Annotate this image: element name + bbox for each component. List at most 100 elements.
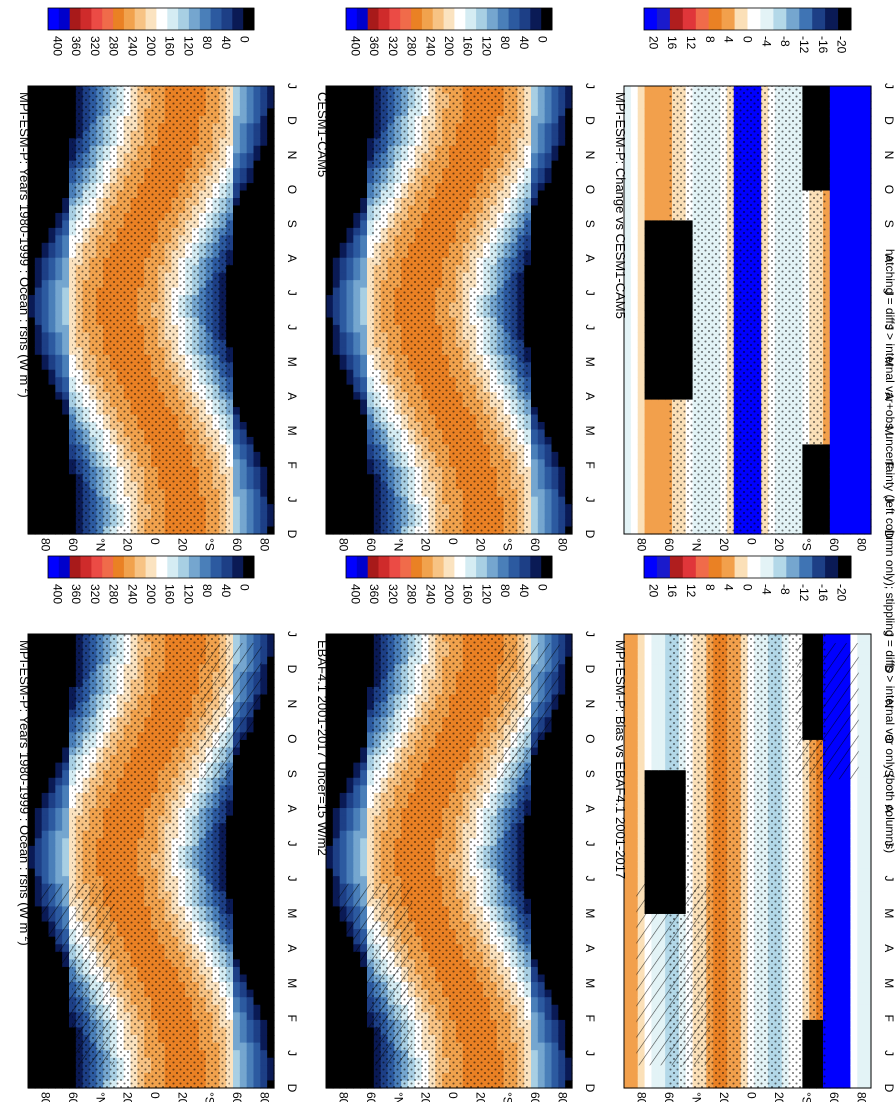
heatmap-cell	[551, 138, 559, 147]
heatmap-cell	[28, 93, 36, 102]
heatmap-cell	[233, 227, 241, 236]
heatmap-cell	[565, 257, 573, 266]
heatmap-cell	[346, 220, 354, 229]
heatmap-cell	[644, 153, 653, 162]
heatmap-cell	[565, 354, 573, 363]
heatmap-cell	[531, 160, 539, 169]
heatmap-cell	[34, 369, 43, 378]
heatmap-cell	[624, 436, 632, 445]
heatmap-cell	[326, 526, 334, 535]
heatmap-cell	[41, 93, 50, 102]
heatmap-cell	[346, 526, 354, 535]
heatmap-cell	[28, 369, 36, 378]
heatmap-cell	[34, 324, 43, 333]
heatmap-cell	[260, 100, 268, 109]
heatmap-cell	[551, 227, 559, 236]
heatmap-cell	[558, 123, 566, 132]
heatmap-cell	[558, 160, 566, 169]
heatmap-cell	[41, 227, 50, 236]
heatmap-cell	[630, 451, 639, 460]
heatmap-cell	[644, 183, 653, 192]
heatmap-cell	[267, 272, 275, 281]
heatmap-cell	[651, 183, 659, 192]
heatmap-cell	[339, 324, 348, 333]
heatmap-cell	[537, 317, 546, 326]
heatmap-cell	[360, 108, 368, 117]
heatmap-cell	[239, 511, 248, 520]
heatmap-cell	[34, 220, 43, 229]
heatmap-cell	[624, 466, 632, 475]
heatmap-cell	[637, 511, 646, 520]
heatmap-cell	[658, 295, 666, 304]
heatmap-cell	[226, 429, 234, 438]
heatmap-cell	[644, 422, 653, 431]
heatmap-cell	[624, 168, 632, 177]
heatmap-cell	[346, 429, 354, 438]
month-tick-label: M	[583, 426, 597, 436]
heatmap-cell	[565, 86, 573, 95]
heatmap-cell	[544, 227, 553, 236]
heatmap-cell	[41, 175, 50, 184]
heatmap-cell	[326, 317, 334, 326]
colorbar-swatch	[167, 8, 179, 30]
heatmap-cell	[226, 242, 234, 251]
heatmap-cell	[239, 250, 248, 259]
heatmap-cell	[226, 265, 234, 274]
heatmap-cell	[651, 93, 659, 102]
month-tick-label: N	[285, 151, 299, 160]
heatmap-cell	[531, 227, 539, 236]
heatmap-cell	[644, 504, 653, 513]
colorbar-swatch	[232, 8, 244, 30]
heatmap-cell	[565, 160, 573, 169]
heatmap-cell	[531, 250, 539, 259]
heatmap-cell	[233, 198, 241, 207]
heatmap-cell	[260, 183, 268, 192]
heatmap-cell	[644, 384, 653, 393]
heatmap-cell	[41, 511, 50, 520]
heatmap-cell	[360, 429, 368, 438]
heatmap-cell	[246, 324, 255, 333]
heatmap-cell	[658, 123, 666, 132]
heatmap-cell	[558, 257, 566, 266]
heatmap-cell	[62, 160, 70, 169]
heatmap-cell	[332, 354, 341, 363]
heatmap-cell	[537, 377, 546, 386]
heatmap-cell	[34, 265, 43, 274]
heatmap-cell	[339, 339, 348, 348]
heatmap-cell	[239, 310, 248, 319]
month-tick-label: D	[285, 116, 299, 125]
heatmap-cell	[253, 168, 261, 177]
heatmap-cell	[360, 422, 368, 431]
heatmap-cell	[558, 526, 566, 535]
heatmap-cell	[360, 130, 368, 139]
heatmap-cell	[267, 392, 275, 401]
heatmap-cell	[651, 242, 659, 251]
heatmap-cell	[339, 474, 348, 483]
heatmap-cell	[537, 526, 546, 535]
colorbar-swatch	[58, 8, 71, 30]
colorbar-swatch	[530, 8, 542, 30]
heatmap-cell	[360, 227, 368, 236]
heatmap-cell	[537, 86, 546, 95]
heatmap-cell	[339, 205, 348, 214]
heatmap-cell	[55, 466, 63, 475]
heatmap-cell	[630, 212, 639, 221]
heatmap-cell	[239, 93, 248, 102]
heatmap-cell	[253, 504, 261, 513]
heatmap-cell	[28, 310, 36, 319]
heatmap-cell	[246, 422, 255, 431]
heatmap-cell	[260, 444, 268, 453]
heatmap-cell	[360, 257, 368, 266]
heatmap-cell	[332, 399, 341, 408]
heatmap-cell	[55, 392, 63, 401]
stipple-overlay	[370, 86, 528, 534]
heatmap-cell	[551, 115, 559, 124]
heatmap-cell	[658, 265, 666, 274]
heatmap-cell	[346, 339, 354, 348]
heatmap-cell	[644, 175, 653, 184]
heatmap-cell	[326, 459, 334, 468]
heatmap-cell	[531, 436, 539, 445]
heatmap-cell	[624, 407, 632, 416]
heatmap-cell	[253, 235, 261, 244]
heatmap-cell	[551, 504, 559, 513]
